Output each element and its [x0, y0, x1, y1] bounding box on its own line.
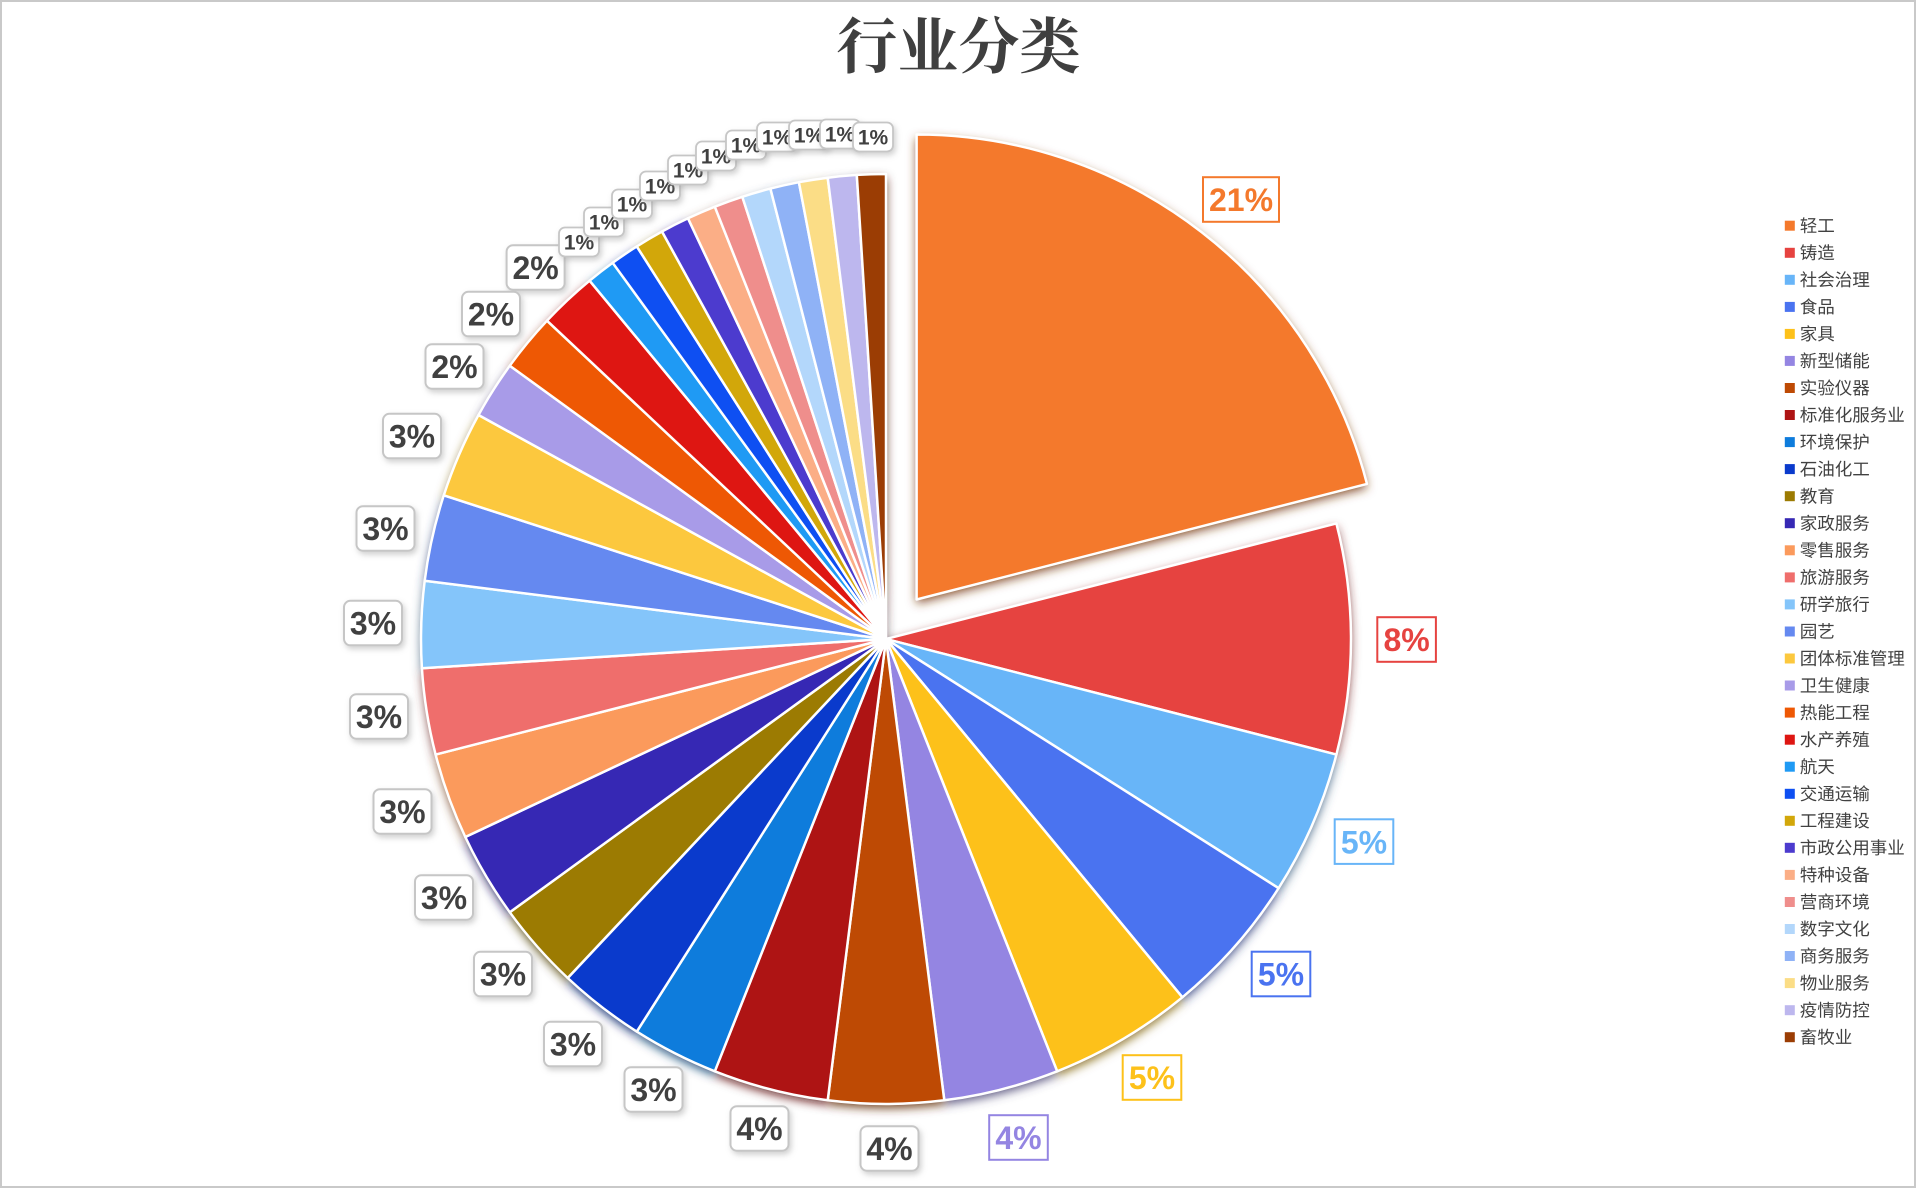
svg-text:1%: 1%	[825, 124, 856, 147]
svg-text:4%: 4%	[736, 1111, 782, 1147]
svg-text:5%: 5%	[1258, 957, 1304, 993]
svg-text:1%: 1%	[589, 212, 620, 235]
svg-text:8%: 8%	[1383, 622, 1429, 658]
svg-text:1%: 1%	[701, 146, 732, 169]
svg-text:1%: 1%	[731, 135, 762, 158]
svg-text:5%: 5%	[1341, 824, 1387, 860]
svg-text:2%: 2%	[431, 349, 477, 385]
svg-text:3%: 3%	[350, 606, 396, 642]
svg-text:3%: 3%	[480, 957, 526, 993]
svg-text:2%: 2%	[512, 250, 558, 286]
svg-text:1%: 1%	[794, 125, 825, 148]
svg-text:1%: 1%	[858, 127, 889, 150]
svg-text:5%: 5%	[1129, 1060, 1175, 1096]
svg-text:1%: 1%	[762, 127, 793, 150]
svg-text:4%: 4%	[866, 1131, 912, 1167]
svg-text:3%: 3%	[630, 1072, 676, 1108]
svg-text:1%: 1%	[617, 194, 648, 217]
svg-text:4%: 4%	[995, 1120, 1041, 1156]
svg-text:1%: 1%	[564, 232, 595, 255]
svg-text:3%: 3%	[379, 794, 425, 830]
svg-text:2%: 2%	[468, 297, 514, 333]
svg-text:3%: 3%	[362, 511, 408, 547]
svg-text:21%: 21%	[1209, 182, 1273, 218]
svg-text:3%: 3%	[389, 419, 435, 455]
svg-text:3%: 3%	[550, 1027, 596, 1063]
svg-text:3%: 3%	[421, 880, 467, 916]
svg-text:3%: 3%	[356, 699, 402, 735]
